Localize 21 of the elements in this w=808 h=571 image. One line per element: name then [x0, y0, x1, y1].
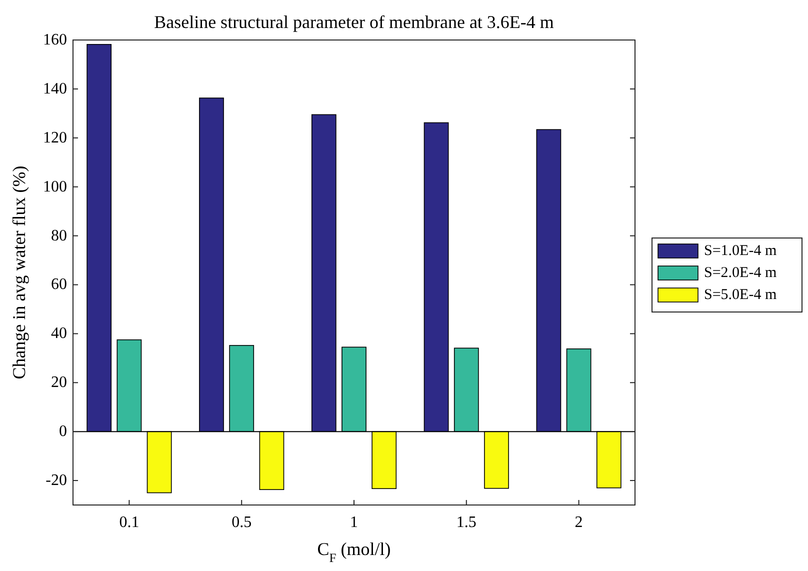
x-tick-label: 0.1: [119, 514, 140, 531]
y-tick-label: 120: [43, 129, 67, 146]
legend-label: S=5.0E-4 m: [704, 287, 777, 303]
y-axis-title: Change in avg water flux (%): [9, 166, 29, 380]
y-tick-label: 60: [51, 276, 67, 294]
y-tick-label: 80: [51, 227, 67, 244]
x-tick-label: 0.5: [232, 514, 252, 531]
y-tick-label: 0: [59, 423, 67, 440]
y-tick-label: -20: [46, 472, 67, 490]
legend-label: S=1.0E-4 m: [704, 243, 777, 259]
y-tick-label: 20: [51, 374, 67, 392]
y-tick-label: 40: [51, 325, 67, 342]
x-axis-title: C$_{F}$ (mol/l): [317, 539, 391, 565]
x-tick-label: 1.5: [456, 514, 476, 531]
x-tick-label: 2: [574, 514, 583, 531]
y-tick-label: 140: [43, 80, 67, 98]
y-tick-label: 160: [43, 32, 67, 48]
x-tick-label: 1: [350, 514, 358, 531]
chart-title: Baseline structural parameter of membrane at 3.6E-4 m: [154, 12, 554, 32]
legend-label: S=2.0E-4 m: [704, 265, 777, 281]
y-tick-label: 100: [43, 178, 67, 196]
